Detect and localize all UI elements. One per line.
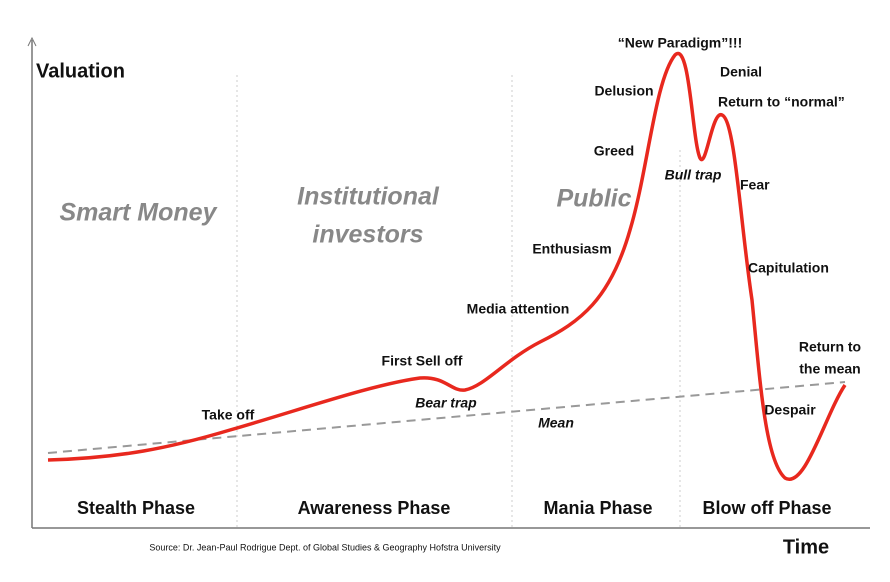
- annotation: the mean: [799, 361, 860, 377]
- annotation: Capitulation: [748, 260, 829, 276]
- annotation: Return to: [799, 339, 861, 355]
- mean-line: [47, 381, 846, 454]
- annotation: Greed: [594, 143, 634, 159]
- phase-dividers: [236, 75, 681, 528]
- annotation: Media attention: [467, 301, 570, 317]
- annotation: Take off: [202, 407, 255, 423]
- annotation: Despair: [764, 402, 816, 418]
- group-label: Institutional: [297, 183, 440, 211]
- annotation: Bull trap: [665, 167, 722, 183]
- phase-label: Stealth Phase: [77, 498, 195, 518]
- group-label: investors: [312, 221, 423, 249]
- valuation-curve: [47, 51, 847, 481]
- phase-label: Awareness Phase: [298, 498, 451, 518]
- phase-label: Mania Phase: [543, 498, 652, 518]
- annotation: First Sell off: [382, 353, 463, 369]
- annotation: Mean: [538, 415, 574, 431]
- annotation: Return to “normal”: [718, 94, 845, 110]
- group-label: Public: [556, 185, 631, 213]
- annotation: Denial: [720, 64, 762, 80]
- annotation: Bear trap: [415, 395, 477, 411]
- group-label: Smart Money: [60, 199, 218, 227]
- x-axis-label: Time: [783, 536, 829, 558]
- annotation: Delusion: [594, 83, 653, 99]
- y-arrow: [27, 36, 37, 47]
- annotation: Enthusiasm: [532, 241, 611, 257]
- source: Source: Dr. Jean-Paul Rodrigue Dept. of …: [149, 542, 501, 552]
- y-axis-label: Valuation: [36, 60, 125, 82]
- phase-label: Blow off Phase: [702, 498, 831, 518]
- annotation: “New Paradigm”!!!: [618, 35, 742, 51]
- annotation: Fear: [740, 177, 770, 193]
